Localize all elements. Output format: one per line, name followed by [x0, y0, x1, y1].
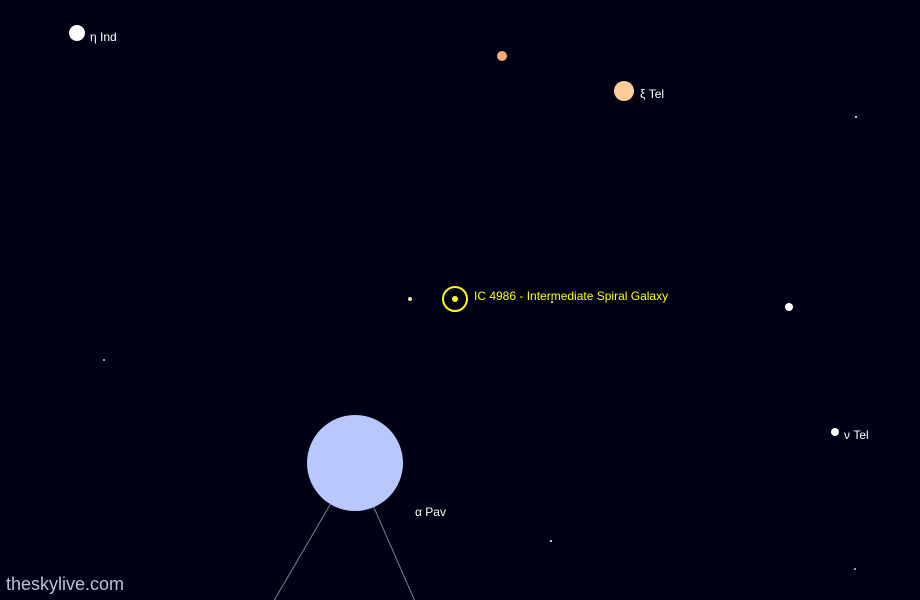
target-label: IC 4986 - Intermediate Spiral Galaxy	[474, 289, 668, 303]
star-label-nu-tel: ν Tel	[844, 428, 869, 442]
star-label-xi-tel: ξ Tel	[640, 87, 664, 101]
faint-star	[854, 568, 856, 570]
star-label-alpha-pav: α Pav	[415, 505, 446, 519]
star-xi-tel	[614, 81, 634, 101]
target-dot	[452, 296, 458, 302]
faint-star	[497, 51, 507, 61]
faint-star	[103, 359, 105, 361]
faint-star	[855, 116, 857, 118]
faint-star	[785, 303, 793, 311]
star-label-eta-ind: η Ind	[90, 30, 117, 44]
faint-star	[550, 540, 552, 542]
star-nu-tel	[831, 428, 839, 436]
watermark: theskylive.com	[6, 574, 124, 595]
faint-star	[408, 297, 412, 301]
star-alpha-pav	[307, 415, 403, 511]
star-eta-ind	[69, 25, 85, 41]
